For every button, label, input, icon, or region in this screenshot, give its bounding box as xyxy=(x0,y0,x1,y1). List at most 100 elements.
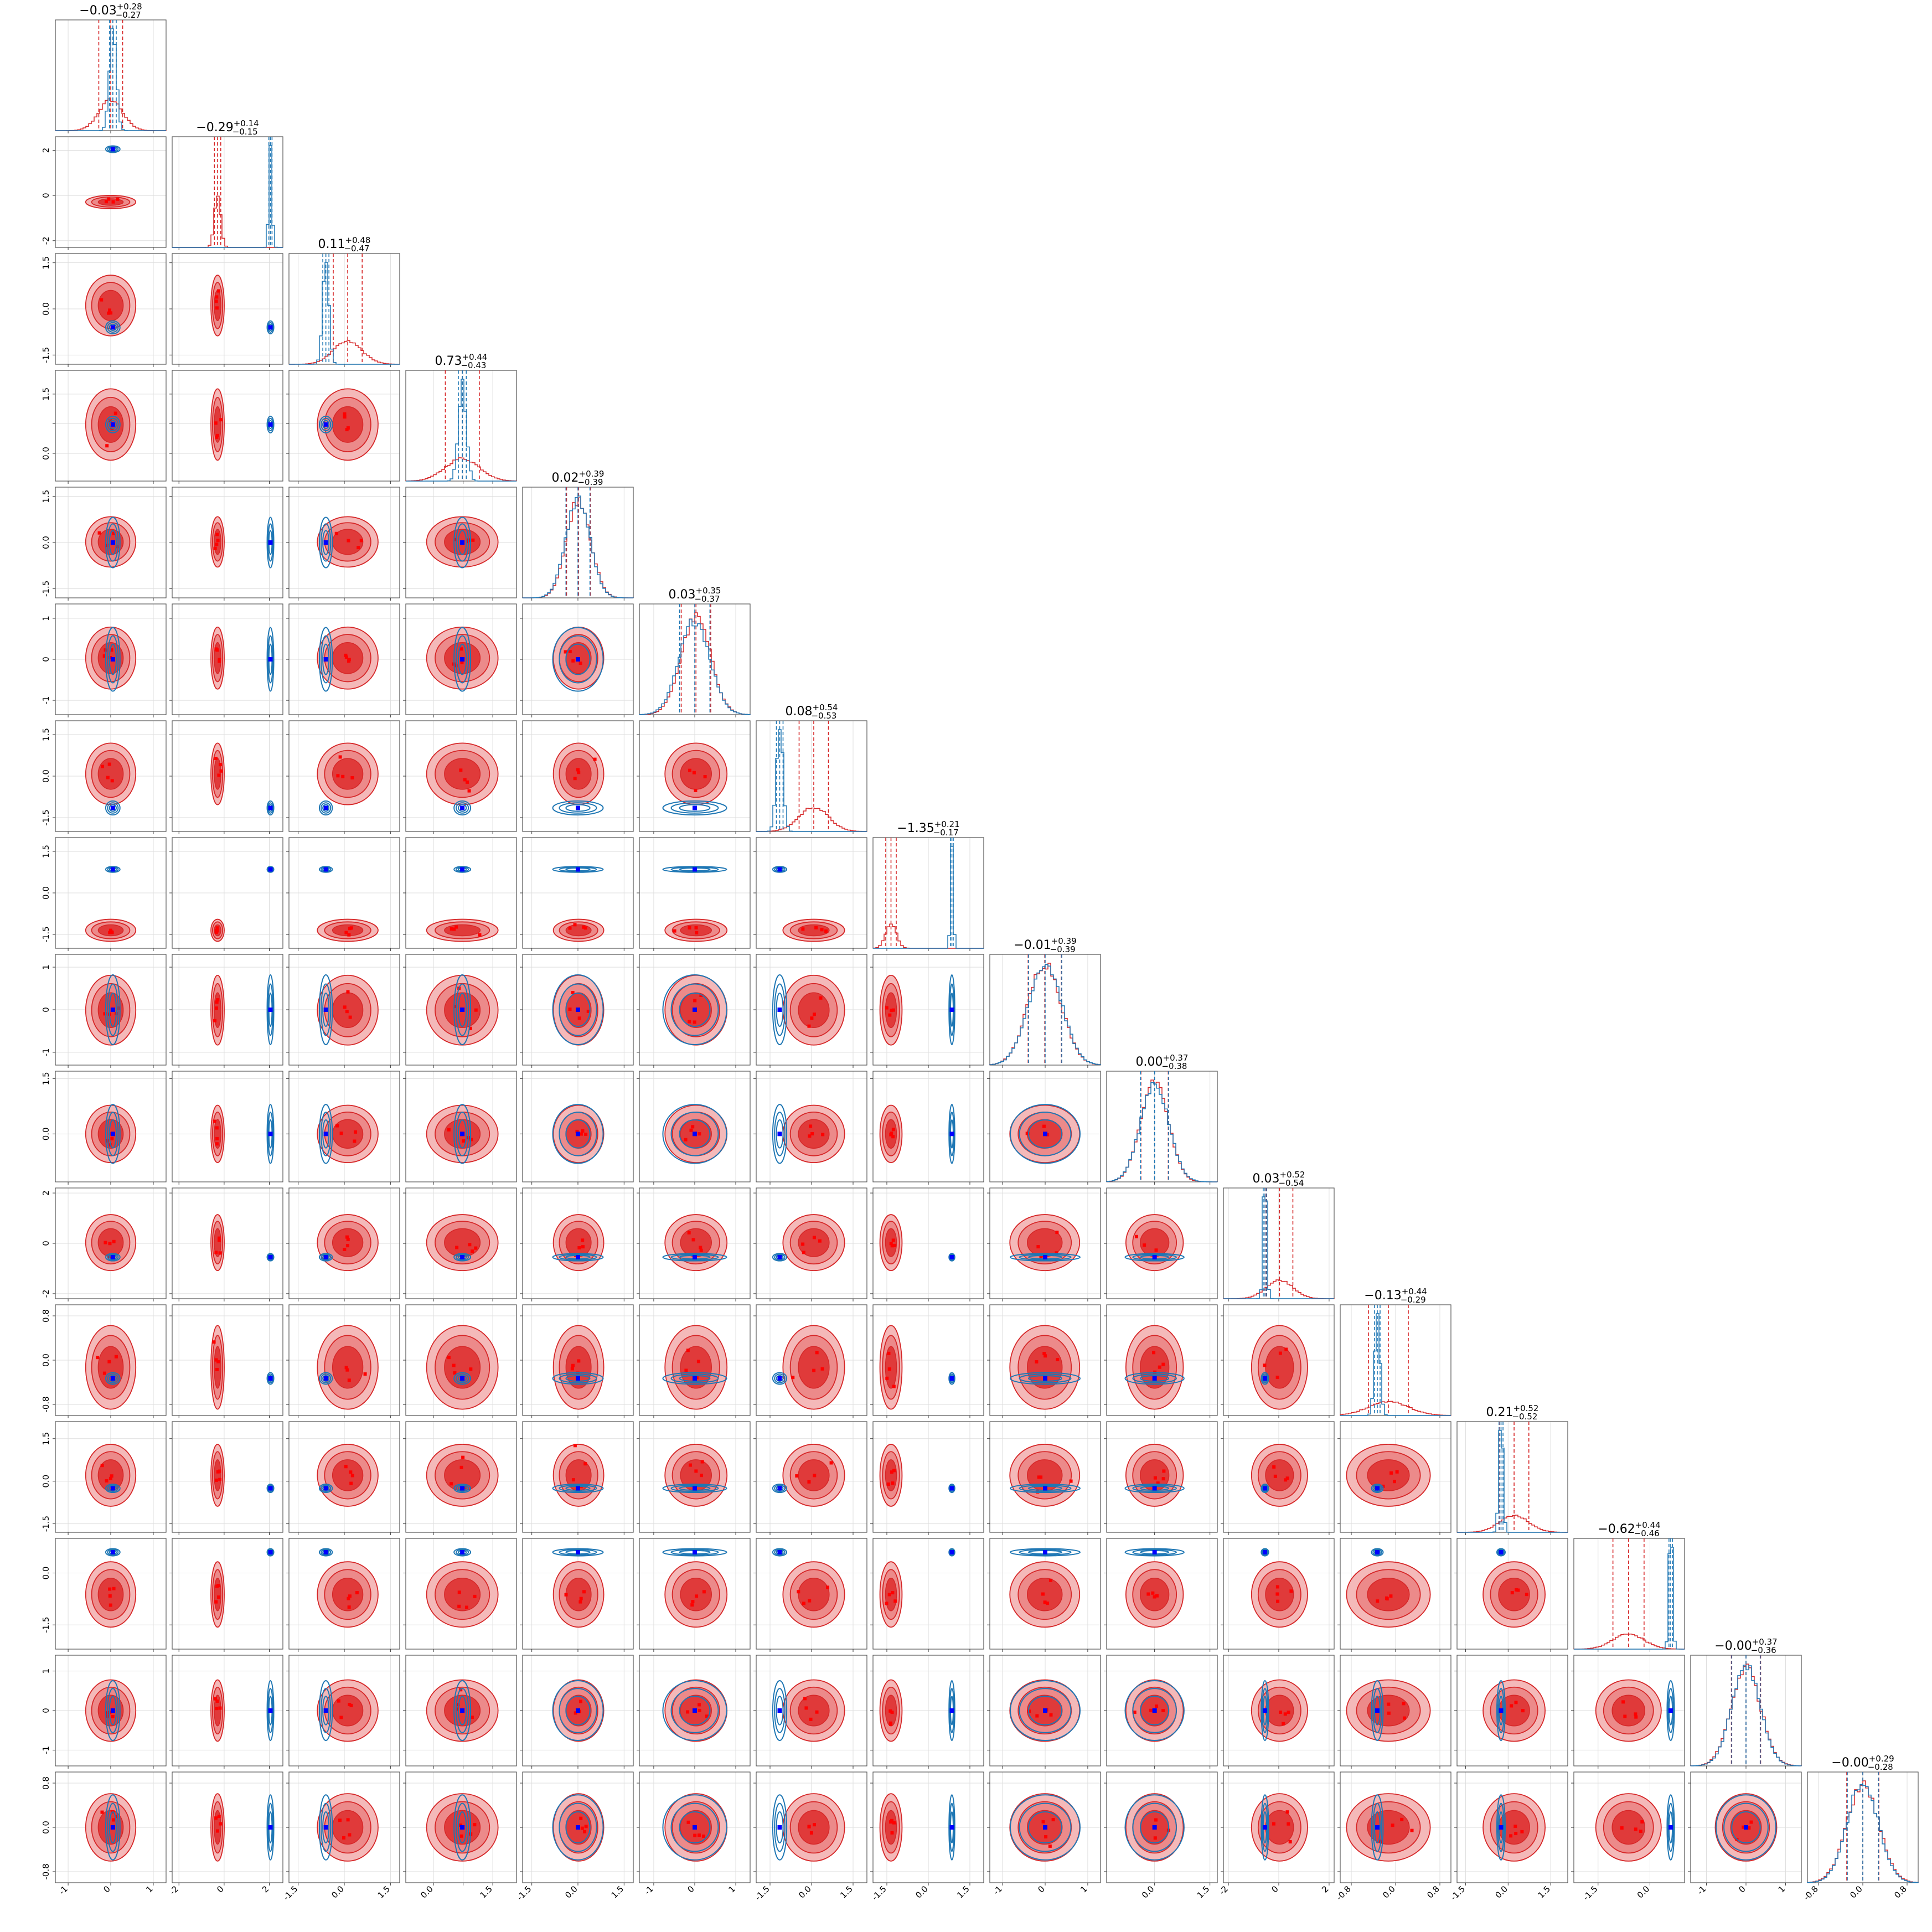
red-marker xyxy=(891,1128,895,1132)
blue-contour xyxy=(453,1680,472,1741)
blue-contour xyxy=(456,983,469,1036)
red-marker xyxy=(584,1825,588,1828)
red-marker xyxy=(338,1819,342,1822)
diagonal-panel: -0.8 0.0 0.8 −0.00+0.29 −0.28 xyxy=(1801,1754,1919,1903)
blue-contour xyxy=(458,530,467,555)
blue-marker xyxy=(777,1132,782,1137)
red-marker xyxy=(564,1593,568,1597)
y-tick-label: 0 xyxy=(41,1241,51,1246)
scatter-panel xyxy=(753,954,867,1068)
red-marker xyxy=(355,1591,359,1595)
red-marker xyxy=(802,1251,805,1254)
blue-contour xyxy=(774,1254,786,1261)
param-title: −0.13+0.44 −0.29 xyxy=(1364,1287,1427,1305)
red-marker xyxy=(218,1251,222,1255)
blue-contour xyxy=(1261,1680,1269,1741)
red-marker xyxy=(568,1008,572,1011)
panel-frame xyxy=(172,1421,283,1533)
red-marker xyxy=(115,545,119,549)
red-marker xyxy=(348,1833,352,1837)
blue-marker xyxy=(1499,1708,1504,1713)
red-marker xyxy=(467,789,471,793)
red-marker xyxy=(108,308,112,312)
red-marker xyxy=(470,1716,474,1719)
blue-marker xyxy=(949,1376,954,1381)
red-marker xyxy=(110,427,114,431)
red-marker xyxy=(100,1464,104,1468)
blue-contour xyxy=(772,1548,788,1557)
x-tick-label: 1.5 xyxy=(376,1884,392,1900)
diagonal-panel: 0.03+0.52 −0.54 xyxy=(1223,1170,1335,1301)
red-marker xyxy=(462,1139,466,1143)
diagonal-panel: −0.62+0.44 −0.46 xyxy=(1573,1520,1685,1652)
blue-contour xyxy=(1496,1680,1506,1741)
blue-marker xyxy=(777,1255,782,1259)
red-marker xyxy=(1025,1132,1029,1135)
blue-contour xyxy=(662,1253,727,1262)
blue-contour xyxy=(105,1680,121,1741)
blue-contour xyxy=(552,1548,604,1557)
blue-marker xyxy=(1043,1825,1047,1830)
red-contour-inner xyxy=(798,1346,830,1389)
y-tick-label: -1.5 xyxy=(41,809,51,825)
red-marker xyxy=(473,1594,477,1598)
blue-contour xyxy=(321,1254,332,1261)
scatter-panel xyxy=(753,1655,867,1769)
red-marker xyxy=(687,1231,691,1234)
scatter-panel xyxy=(987,1421,1101,1535)
blue-marker xyxy=(1263,1376,1267,1381)
blue-contour xyxy=(453,1372,472,1385)
blue-contour xyxy=(1496,1548,1506,1557)
red-marker xyxy=(1747,1826,1751,1830)
blue-contour xyxy=(1019,1549,1072,1556)
blue-contour xyxy=(267,1484,273,1492)
red-marker xyxy=(336,774,340,778)
panel-frame xyxy=(1106,1421,1218,1533)
y-tick-label: -1 xyxy=(41,1746,51,1754)
blue-marker xyxy=(949,1132,954,1137)
blue-marker xyxy=(460,1825,465,1830)
red-marker xyxy=(219,769,223,773)
red-contour-inner xyxy=(444,924,481,937)
red-marker xyxy=(695,931,699,934)
scatter-panel xyxy=(1104,1187,1218,1301)
red-marker xyxy=(1143,1243,1146,1247)
blue-contour xyxy=(662,1680,727,1741)
blue-contour xyxy=(458,643,467,675)
blue-contour xyxy=(774,1373,786,1383)
diagonal-panel: 0.02+0.39 −0.39 xyxy=(522,469,634,601)
blue-marker xyxy=(1152,1376,1157,1381)
red-marker xyxy=(455,1246,459,1249)
red-marker xyxy=(579,1132,583,1136)
red-marker xyxy=(109,1476,112,1480)
blue-marker xyxy=(268,540,273,545)
red-marker xyxy=(1282,1722,1285,1726)
red-marker xyxy=(1044,1835,1048,1838)
red-marker xyxy=(108,1242,112,1246)
scatter-panel: -1.5 0.0 1.5 xyxy=(1449,1771,1568,1903)
param-title: 0.00+0.37 −0.38 xyxy=(1136,1053,1189,1071)
blue-contour xyxy=(1371,1548,1384,1557)
red-marker xyxy=(1510,1704,1513,1708)
scatter-panel xyxy=(169,1304,283,1418)
red-marker xyxy=(459,768,463,772)
red-contour-inner xyxy=(214,1228,221,1257)
blue-marker xyxy=(268,1008,273,1012)
blue-marker xyxy=(323,805,328,810)
scatter-panel xyxy=(1221,1304,1335,1418)
red-marker xyxy=(891,1481,895,1485)
blue-marker xyxy=(1263,1550,1267,1554)
red-marker xyxy=(571,659,575,663)
red-marker xyxy=(215,1142,219,1146)
blue-contour xyxy=(107,983,119,1036)
blue-marker xyxy=(576,1486,580,1491)
blue-contour xyxy=(559,1254,597,1261)
x-tick-label: -2 xyxy=(168,1884,180,1897)
red-marker xyxy=(1149,1708,1153,1712)
x-tick-label: 0 xyxy=(685,1884,696,1894)
scatter-panel xyxy=(169,370,283,484)
scatter-panel xyxy=(403,720,517,834)
scatter-panel xyxy=(1337,1421,1451,1535)
blue-marker xyxy=(693,867,697,872)
red-marker xyxy=(1402,1702,1406,1706)
